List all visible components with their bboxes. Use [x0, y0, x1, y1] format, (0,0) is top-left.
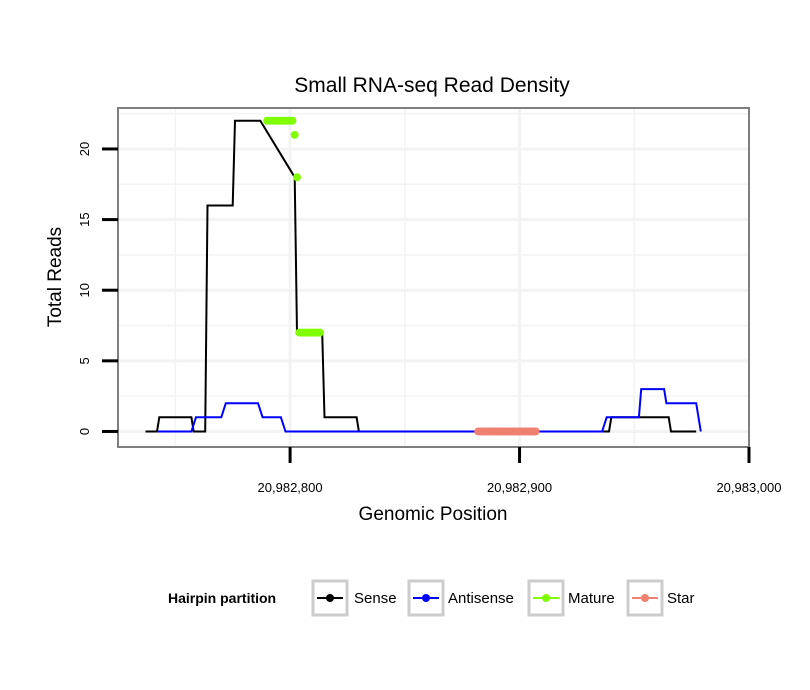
y-tick-label: 15 — [77, 212, 92, 226]
legend-item-antisense: Antisense — [407, 579, 514, 617]
grid — [118, 108, 749, 447]
legend-key-point — [422, 594, 430, 602]
legend-title: Hairpin partition — [168, 590, 276, 606]
legend: Hairpin partition Sense Antisense Mature St… — [168, 579, 695, 617]
legend-label: Antisense — [448, 590, 514, 607]
x-axis-label: Genomic Position — [359, 504, 508, 525]
y-tick-label: 10 — [77, 283, 92, 297]
legend-item-star: Star — [626, 579, 695, 617]
y-tick-label: 5 — [77, 357, 92, 364]
data-point-mature — [315, 328, 324, 337]
legend-label: Sense — [354, 590, 397, 607]
chart-title: Small RNA-seq Read Density — [294, 74, 570, 97]
series-line-sense — [145, 119, 697, 433]
data-point-mature — [292, 173, 301, 182]
legend-key-point — [542, 594, 550, 602]
y-tick-label: 0 — [77, 428, 92, 435]
legend-label: Mature — [568, 590, 615, 607]
data-point-star — [531, 427, 540, 436]
x-tick-label: 20,982,800 — [258, 480, 323, 495]
y-axis-label: Total Reads — [45, 227, 66, 327]
plot-background — [118, 108, 749, 447]
y-tick-label: 20 — [77, 142, 92, 156]
legend-item-mature: Mature — [527, 579, 615, 617]
legend-key-point — [641, 594, 649, 602]
plot-border — [117, 107, 750, 448]
legend-item-sense: Sense — [311, 579, 397, 617]
x-tick-label: 20,983,000 — [716, 480, 781, 495]
series-line-antisense — [157, 388, 702, 433]
x-tick-label: 20,982,900 — [487, 480, 552, 495]
legend-key-point — [326, 594, 334, 602]
series-layer — [145, 116, 702, 436]
axes: 0 5 10 15 20 20,982,800 20,982,900 20,983,000 — [77, 142, 782, 495]
data-point-mature — [288, 116, 297, 125]
legend-label: Star — [667, 590, 695, 607]
data-point-mature — [290, 130, 299, 139]
